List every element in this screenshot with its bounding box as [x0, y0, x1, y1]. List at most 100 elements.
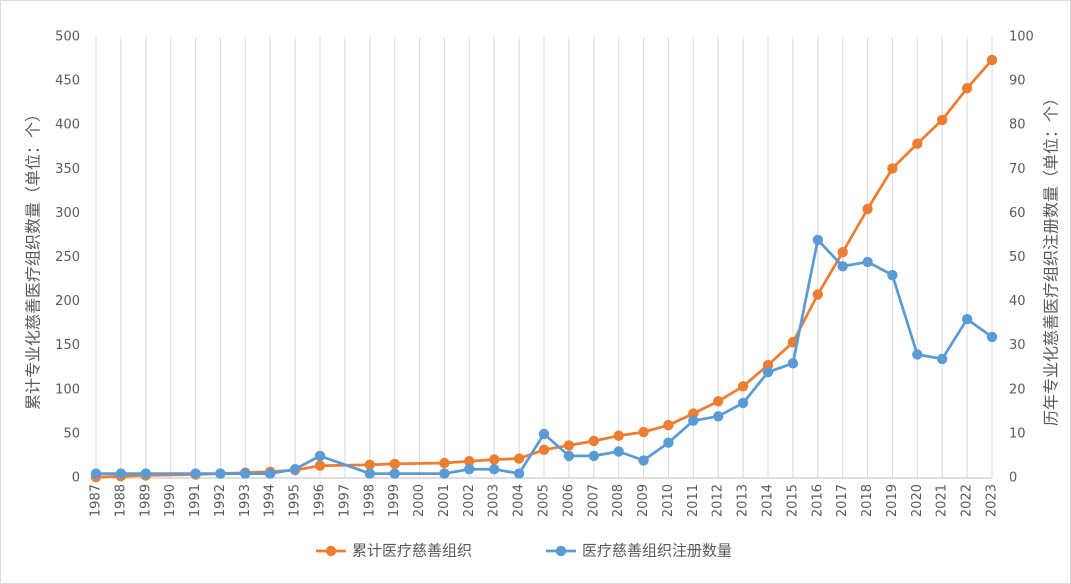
y-right-tick-label: 0	[1009, 471, 1017, 486]
data-point	[265, 468, 276, 479]
data-point	[986, 54, 998, 66]
data-point	[887, 163, 898, 174]
gridlines	[95, 37, 993, 479]
legend-marker	[555, 545, 567, 557]
y-left-tick-label: 350	[55, 162, 80, 177]
legend: 累计医疗慈善组织 医疗慈善组织注册数量	[316, 542, 732, 560]
y-right-tick-label: 100	[1009, 30, 1034, 45]
data-point	[513, 468, 525, 479]
y-right-tick-label: 50	[1009, 250, 1026, 265]
x-tick-label: 2011	[686, 484, 701, 517]
data-point	[215, 468, 226, 479]
legend-label: 医疗慈善组织注册数量	[582, 542, 732, 560]
legend-label: 累计医疗慈善组织	[352, 542, 472, 560]
x-tick-label: 1999	[387, 484, 402, 517]
data-point	[439, 468, 450, 479]
data-point	[314, 460, 326, 471]
data-point	[837, 261, 848, 272]
x-tick-label: 2023	[985, 484, 1000, 517]
x-tick-label: 1989	[138, 484, 153, 517]
data-point	[464, 456, 475, 467]
data-point	[538, 444, 550, 455]
y-right-tick-label: 40	[1009, 294, 1026, 309]
data-point	[190, 468, 201, 479]
x-tick-label: 1988	[113, 484, 128, 517]
y-left-tick-label: 200	[55, 294, 80, 309]
x-tick-label: 1997	[337, 484, 352, 517]
x-tick-label: 2000	[412, 484, 427, 517]
data-point	[613, 430, 624, 441]
y-right-tick-label: 90	[1009, 74, 1026, 89]
data-point	[389, 468, 400, 479]
plot-area	[90, 54, 998, 483]
x-tick-label: 2020	[910, 484, 925, 517]
data-point	[364, 459, 375, 470]
data-point	[937, 353, 948, 365]
data-point	[961, 83, 973, 94]
y-right-tick-label: 10	[1009, 426, 1026, 441]
data-point	[762, 367, 774, 378]
y-left-tick-label: 250	[55, 250, 80, 265]
data-point	[439, 457, 450, 469]
y-right-tick-label: 70	[1009, 162, 1026, 177]
y-left-tick-label: 50	[63, 426, 80, 441]
x-tick-label: 1991	[188, 484, 203, 517]
data-point	[489, 454, 500, 465]
x-tick-label: 1993	[238, 484, 253, 517]
data-point	[713, 411, 724, 422]
x-tick-label: 1994	[263, 484, 278, 517]
y-left-tick-label: 150	[55, 338, 80, 353]
y-axis-left-title: 累计专业化慈善医疗组织数量（单位：个）	[24, 106, 43, 410]
x-tick-label: 1987	[89, 484, 104, 517]
y-right-tick-label: 20	[1009, 382, 1026, 397]
y-right-tick-label: 60	[1009, 206, 1026, 221]
data-point	[986, 331, 998, 343]
data-point	[663, 419, 674, 431]
data-point	[314, 450, 326, 462]
y-right-tick-label: 30	[1009, 338, 1026, 353]
x-tick-label: 2001	[437, 484, 452, 517]
data-point	[638, 426, 649, 438]
x-tick-label: 2018	[860, 484, 875, 517]
x-tick-label: 2004	[512, 484, 527, 517]
x-tick-label: 2013	[736, 484, 751, 517]
data-point	[140, 468, 151, 479]
data-point	[812, 234, 823, 246]
x-tick-label: 2005	[537, 484, 552, 517]
x-tick-label: 2006	[561, 484, 576, 517]
y-left-tick-label: 0	[72, 471, 80, 486]
legend-marker	[325, 545, 337, 557]
x-tick-label: 2019	[885, 484, 900, 517]
data-point	[663, 437, 674, 448]
x-tick-label: 2009	[636, 484, 651, 517]
data-point	[837, 247, 848, 258]
x-tick-label: 2014	[761, 484, 776, 517]
x-tick-label: 1998	[362, 484, 377, 517]
data-point	[937, 114, 948, 126]
y-left-tick-label: 450	[55, 74, 80, 89]
x-tick-label: 2012	[711, 484, 726, 517]
x-tick-label: 1990	[163, 484, 178, 517]
data-point	[737, 381, 749, 392]
data-point	[489, 464, 500, 475]
y-axis-left-ticks: 0 50 100 150 200 250 300 350 400 450 500	[55, 30, 80, 486]
data-point	[787, 358, 799, 369]
data-point	[588, 435, 599, 447]
x-tick-label: 2021	[935, 484, 950, 517]
data-point	[912, 138, 923, 149]
x-tick-label: 2007	[586, 484, 601, 517]
y-right-tick-label: 80	[1009, 118, 1026, 133]
data-point	[688, 415, 699, 426]
data-point	[389, 458, 400, 470]
x-tick-label: 2010	[661, 484, 676, 517]
data-point	[563, 450, 575, 462]
y-axis-right-ticks: 0 10 20 30 40 50 60 70 80 90 100	[1009, 30, 1034, 486]
data-point	[240, 468, 251, 479]
x-tick-label: 2017	[835, 484, 850, 517]
data-point	[887, 269, 898, 281]
y-axis-right-title: 历年专业化慈善医疗组织注册数量（单位：个）	[1042, 90, 1061, 426]
x-tick-label: 1995	[288, 484, 303, 517]
x-tick-label: 2003	[487, 484, 502, 517]
data-point	[713, 396, 724, 407]
